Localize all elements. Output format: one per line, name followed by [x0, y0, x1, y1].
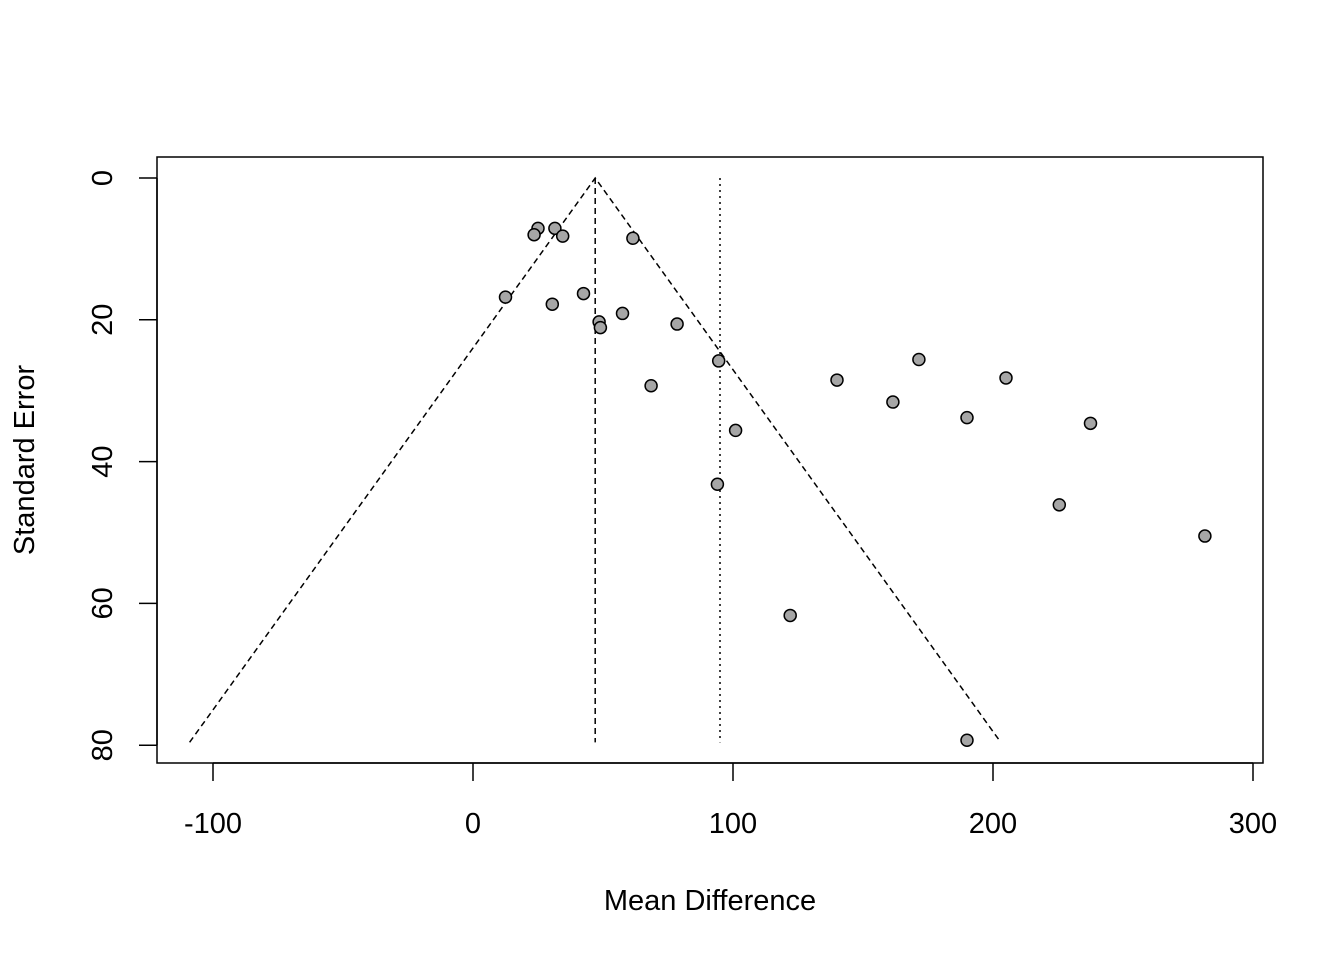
study-point	[711, 354, 726, 368]
study-point	[1083, 416, 1098, 431]
x-axis: -100 0 100 200 300	[184, 762, 1277, 840]
x-tick-label: 300	[1229, 808, 1277, 840]
study-point	[555, 229, 570, 243]
study-point	[670, 317, 684, 331]
y-tick-label: 20	[87, 304, 119, 336]
y-tick-label: 0	[87, 170, 119, 186]
x-axis-label: Mean Difference	[604, 885, 816, 917]
study-point	[593, 320, 608, 335]
y-axis: 0 20 40 60 80	[87, 170, 158, 761]
y-tick-label: 60	[87, 587, 119, 619]
study-point	[830, 373, 844, 387]
x-tick-label: -100	[184, 808, 242, 840]
study-point	[626, 231, 640, 246]
study-point	[912, 352, 926, 367]
study-point	[960, 733, 974, 747]
study-point	[644, 378, 658, 393]
study-point	[527, 227, 541, 242]
study-points	[498, 221, 1212, 747]
reference-lines	[594, 178, 721, 743]
study-point	[615, 306, 630, 321]
y-tick-label: 40	[87, 445, 119, 477]
x-tick-label: 200	[969, 808, 1017, 840]
study-point	[710, 477, 725, 492]
study-point	[576, 286, 591, 301]
study-point	[1052, 498, 1067, 512]
study-point	[886, 395, 900, 409]
y-tick-label: 80	[87, 729, 119, 761]
study-point	[999, 371, 1013, 385]
study-point	[960, 410, 974, 425]
study-point	[783, 608, 797, 623]
study-point	[498, 290, 513, 304]
x-tick-label: 100	[709, 808, 757, 840]
study-point	[728, 423, 743, 438]
y-axis-label: Standard Error	[9, 365, 41, 556]
x-tick-label: 0	[465, 808, 481, 840]
plot-box	[156, 156, 1264, 764]
study-point	[545, 297, 560, 311]
study-point	[548, 221, 562, 236]
study-point	[1198, 529, 1212, 543]
